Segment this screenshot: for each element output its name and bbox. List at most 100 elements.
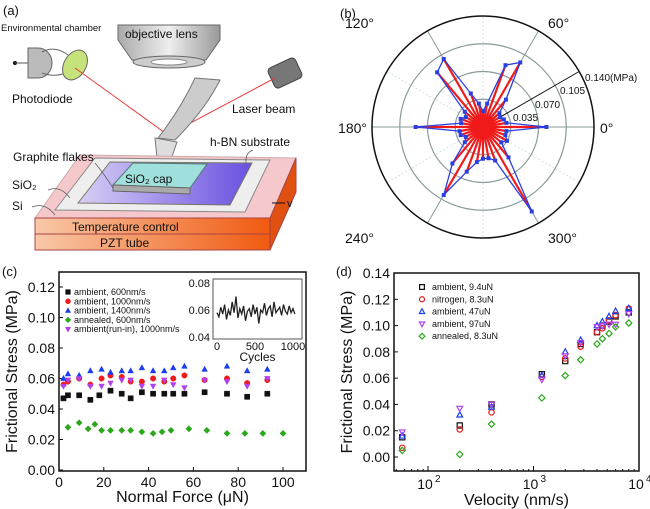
polar-data-point [413, 125, 418, 129]
objective-lens-label: objective lens [125, 27, 198, 41]
data-point [65, 392, 71, 399]
legend-label: ambient, 1400nm/s [74, 306, 151, 316]
laser-source [267, 57, 303, 89]
data-point [64, 423, 72, 431]
data-point [107, 368, 114, 375]
data-point [612, 311, 619, 319]
data-point [139, 389, 145, 396]
data-point [150, 390, 156, 397]
data-point [98, 375, 105, 382]
data-point [127, 367, 134, 374]
inset-y-tick-label: 0.06 [189, 305, 210, 317]
legend-marker [418, 296, 426, 303]
data-point [75, 419, 83, 427]
data-point [127, 395, 134, 402]
legend-label: ambient, 1000nm/s [74, 296, 151, 306]
data-point [160, 367, 168, 374]
si-label: Si [12, 199, 23, 213]
data-point [149, 367, 157, 374]
data-point [138, 383, 146, 390]
y-axis-label: Frictional Stress (MPa) [339, 291, 356, 454]
data-point [87, 383, 94, 390]
polar-angle-tick-label: 0° [600, 120, 613, 136]
inset-x-tick-label: 1000 [281, 341, 305, 353]
polar-data-spoke [482, 125, 507, 133]
polar-data-point [457, 129, 462, 134]
polar-data-point [497, 111, 502, 116]
x-tick-label: 60 [186, 474, 202, 490]
data-point [537, 376, 546, 384]
x-tick-label: 40 [141, 474, 157, 490]
y-tick-label: 0.10 [363, 318, 390, 334]
legend-marker [64, 327, 72, 333]
data-point [149, 383, 157, 390]
data-point [96, 392, 103, 399]
polar-data-spoke [442, 58, 484, 128]
y-tick-label: 0.08 [363, 344, 390, 360]
data-point [201, 377, 208, 384]
x-tick-label: 10 [628, 476, 644, 492]
y-tick-label: 0.10 [28, 310, 55, 326]
polar-data-point [435, 70, 440, 75]
data-point [181, 362, 188, 369]
x-tick-exponent: 3 [541, 474, 547, 485]
data-point [118, 426, 126, 434]
data-point [160, 377, 168, 384]
inset-y-tick-label: 0.08 [189, 278, 210, 290]
cantilever-tip [154, 77, 221, 169]
y-tick-label: 0.04 [28, 401, 55, 417]
polar-data-point [503, 97, 508, 102]
inset-x-tick-label: 500 [246, 341, 264, 353]
polar-outer-ring [371, 15, 595, 239]
data-point [170, 390, 177, 397]
data-point [488, 408, 495, 416]
plot-frame [393, 272, 640, 472]
inset-y-tick-label: 0.04 [189, 332, 210, 344]
data-point [127, 377, 134, 384]
legend-marker [65, 289, 71, 295]
data-point [576, 355, 585, 364]
legend-marker [64, 316, 72, 324]
data-point [181, 385, 188, 392]
data-point [118, 367, 126, 374]
legend-marker [419, 284, 425, 290]
panel-d-label: (d) [336, 264, 352, 279]
data-point [398, 431, 407, 439]
polar-data-point [474, 160, 479, 165]
data-point [138, 364, 146, 371]
polar-data-point [476, 101, 481, 106]
data-point [259, 429, 267, 437]
y-tick-label: 0.02 [363, 423, 390, 439]
data-point [87, 397, 94, 403]
data-point [624, 304, 633, 312]
polar-data-spoke [481, 64, 507, 128]
data-point [605, 312, 613, 320]
data-point [598, 322, 607, 330]
data-point [593, 340, 601, 348]
data-point [537, 393, 546, 402]
polar-angle-tick-label: 180° [338, 120, 367, 136]
legend-label: ambient, 97uN [432, 319, 491, 329]
y-axis-label: Frictional Stress (MPa) [4, 290, 21, 453]
legend-marker [418, 332, 426, 340]
x-tick-label: 80 [230, 474, 246, 490]
data-point [138, 378, 145, 385]
data-point [87, 367, 94, 374]
data-point [487, 420, 496, 429]
panel-a-schematic: (a) Environmental chamber objective lens… [1, 3, 303, 251]
data-point [118, 390, 125, 397]
polar-radial-tick-label: 0.105 [560, 86, 585, 97]
polar-radial-tick-label: 0.070 [535, 100, 560, 111]
data-point [605, 321, 613, 329]
panel-b-label: (b) [340, 6, 356, 21]
data-point [223, 379, 231, 386]
data-point [598, 334, 607, 343]
data-point [223, 429, 231, 437]
panel-c-label: (c) [2, 264, 17, 279]
polar-data-point [468, 91, 473, 96]
data-point [138, 428, 146, 436]
data-point [224, 390, 230, 397]
y-tick-label: 0.04 [363, 396, 390, 412]
data-point [150, 375, 157, 382]
